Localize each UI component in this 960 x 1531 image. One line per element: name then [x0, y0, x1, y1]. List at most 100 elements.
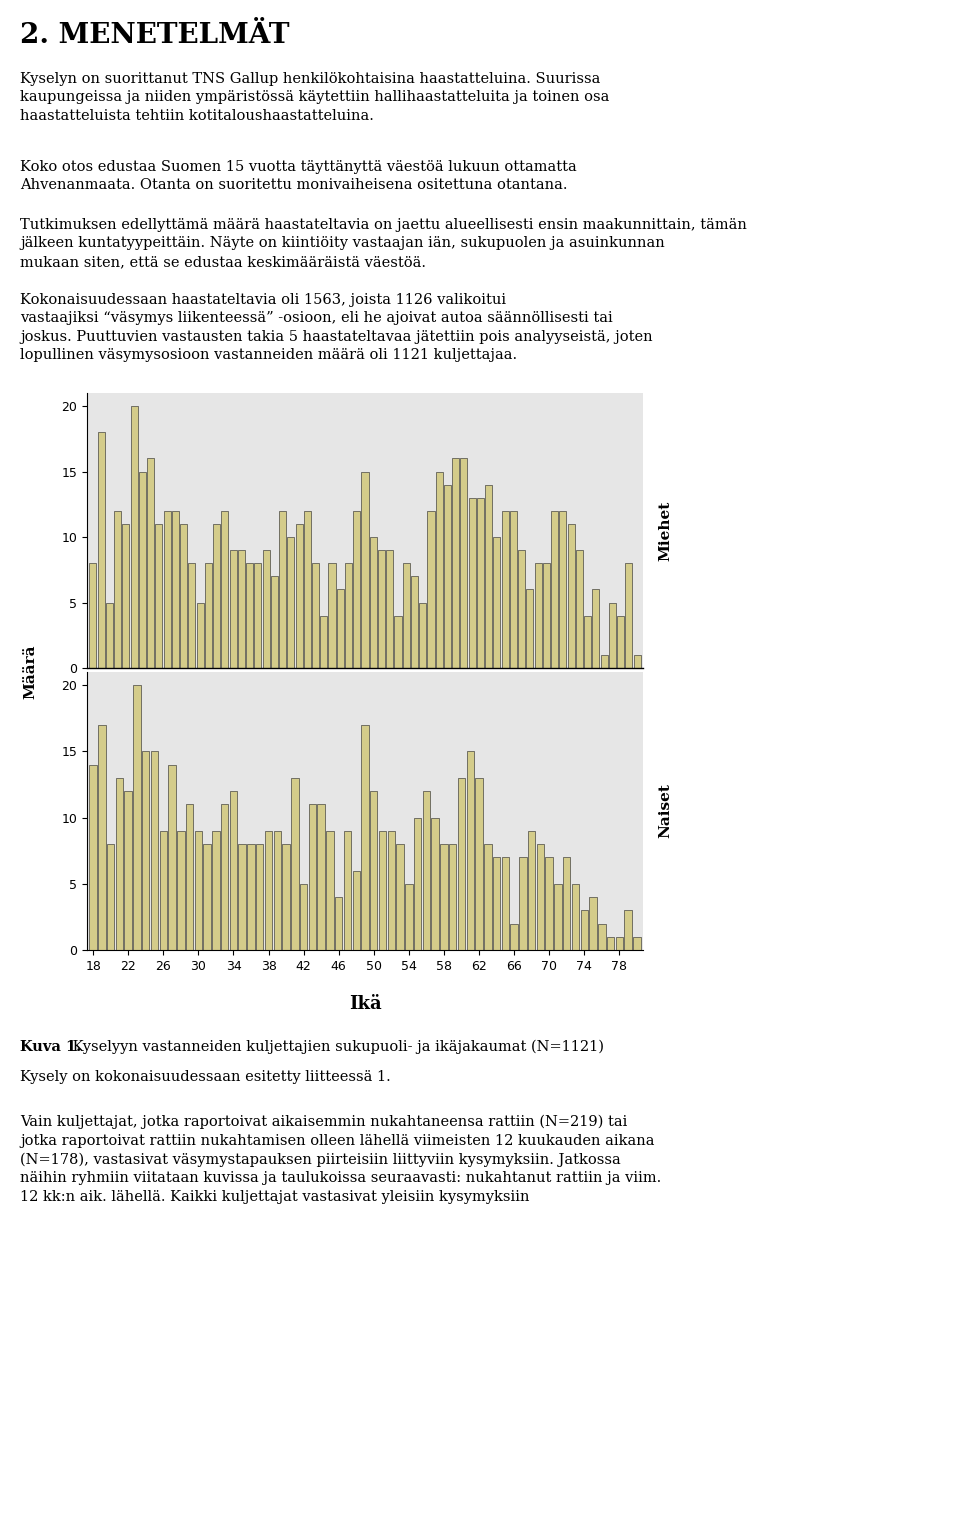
- Bar: [89, 764, 97, 951]
- Bar: [458, 778, 466, 951]
- Bar: [254, 563, 261, 668]
- Bar: [335, 897, 343, 951]
- Text: Määrä: Määrä: [23, 645, 37, 698]
- Bar: [188, 563, 195, 668]
- Bar: [626, 563, 633, 668]
- Bar: [116, 778, 123, 951]
- Bar: [528, 831, 536, 951]
- Bar: [615, 937, 623, 951]
- Bar: [328, 563, 335, 668]
- Bar: [98, 726, 106, 951]
- Bar: [107, 844, 114, 951]
- Bar: [238, 844, 246, 951]
- Bar: [246, 563, 253, 668]
- Bar: [221, 511, 228, 668]
- Bar: [388, 831, 395, 951]
- Bar: [156, 524, 162, 668]
- Bar: [265, 831, 273, 951]
- Bar: [551, 511, 558, 668]
- Bar: [106, 603, 112, 668]
- Bar: [485, 485, 492, 668]
- Bar: [282, 844, 290, 951]
- Bar: [617, 615, 624, 668]
- Bar: [405, 883, 413, 951]
- Bar: [543, 563, 550, 668]
- Bar: [197, 603, 204, 668]
- Bar: [475, 778, 483, 951]
- Bar: [624, 911, 632, 951]
- Bar: [607, 937, 614, 951]
- Bar: [159, 831, 167, 951]
- Text: Koko otos edustaa Suomen 15 vuotta täyttänyttä väestöä lukuun ottamatta
Ahvenanm: Koko otos edustaa Suomen 15 vuotta täytt…: [20, 161, 577, 193]
- Bar: [98, 432, 105, 668]
- Bar: [461, 458, 468, 668]
- Bar: [576, 550, 583, 668]
- Bar: [386, 550, 394, 668]
- Text: Kysely on kokonaisuudessaan esitetty liitteessä 1.: Kysely on kokonaisuudessaan esitetty lii…: [20, 1070, 391, 1084]
- Bar: [537, 844, 544, 951]
- Bar: [309, 804, 316, 951]
- Text: Kokonaisuudessaan haastateltavia oli 1563, joista 1126 valikoitui
vastaajiksi “v: Kokonaisuudessaan haastateltavia oli 156…: [20, 292, 653, 363]
- Bar: [592, 589, 599, 668]
- Bar: [212, 831, 220, 951]
- Bar: [271, 576, 277, 668]
- Bar: [449, 844, 456, 951]
- Bar: [468, 498, 476, 668]
- Bar: [444, 485, 451, 668]
- Bar: [370, 792, 377, 951]
- Bar: [518, 550, 525, 668]
- Bar: [502, 511, 509, 668]
- Bar: [303, 511, 311, 668]
- Bar: [248, 844, 254, 951]
- Bar: [510, 511, 517, 668]
- Bar: [572, 883, 579, 951]
- Text: Ikä: Ikä: [348, 995, 381, 1014]
- Bar: [477, 498, 484, 668]
- Bar: [221, 804, 228, 951]
- Bar: [493, 537, 500, 668]
- Bar: [431, 818, 439, 951]
- Bar: [122, 524, 130, 668]
- Text: Vain kuljettajat, jotka raportoivat aikaisemmin nukahtaneensa rattiin (N=219) ta: Vain kuljettajat, jotka raportoivat aika…: [20, 1115, 661, 1203]
- Bar: [151, 752, 158, 951]
- Bar: [560, 511, 566, 668]
- Bar: [563, 857, 570, 951]
- Bar: [279, 511, 286, 668]
- Bar: [519, 857, 527, 951]
- Bar: [535, 563, 541, 668]
- Bar: [395, 615, 401, 668]
- Bar: [344, 831, 351, 951]
- Bar: [262, 550, 270, 668]
- Bar: [545, 857, 553, 951]
- Bar: [567, 524, 575, 668]
- Bar: [353, 511, 360, 668]
- Bar: [370, 537, 376, 668]
- Bar: [634, 937, 640, 951]
- Bar: [452, 458, 459, 668]
- Bar: [414, 818, 421, 951]
- Bar: [492, 857, 500, 951]
- Bar: [139, 472, 146, 668]
- Text: Miehet: Miehet: [658, 501, 672, 560]
- Bar: [501, 857, 509, 951]
- Bar: [484, 844, 492, 951]
- Bar: [274, 831, 281, 951]
- Bar: [172, 511, 179, 668]
- Bar: [312, 563, 319, 668]
- Bar: [589, 897, 597, 951]
- Bar: [142, 752, 150, 951]
- Bar: [422, 792, 430, 951]
- Text: Kyselyyn vastanneiden kuljettajien sukupuoli- ja ikäjakaumat (N=1121): Kyselyyn vastanneiden kuljettajien sukup…: [68, 1040, 604, 1055]
- Bar: [345, 563, 352, 668]
- Bar: [511, 923, 517, 951]
- Bar: [411, 576, 418, 668]
- Text: Naiset: Naiset: [658, 784, 672, 839]
- Bar: [598, 923, 606, 951]
- Bar: [526, 589, 534, 668]
- Bar: [609, 603, 616, 668]
- Bar: [168, 764, 176, 951]
- Bar: [89, 563, 96, 668]
- Text: Tutkimuksen edellyttämä määrä haastateltavia on jaettu alueellisesti ensin maaku: Tutkimuksen edellyttämä määrä haastatelt…: [20, 217, 747, 269]
- Bar: [318, 804, 324, 951]
- Bar: [467, 752, 474, 951]
